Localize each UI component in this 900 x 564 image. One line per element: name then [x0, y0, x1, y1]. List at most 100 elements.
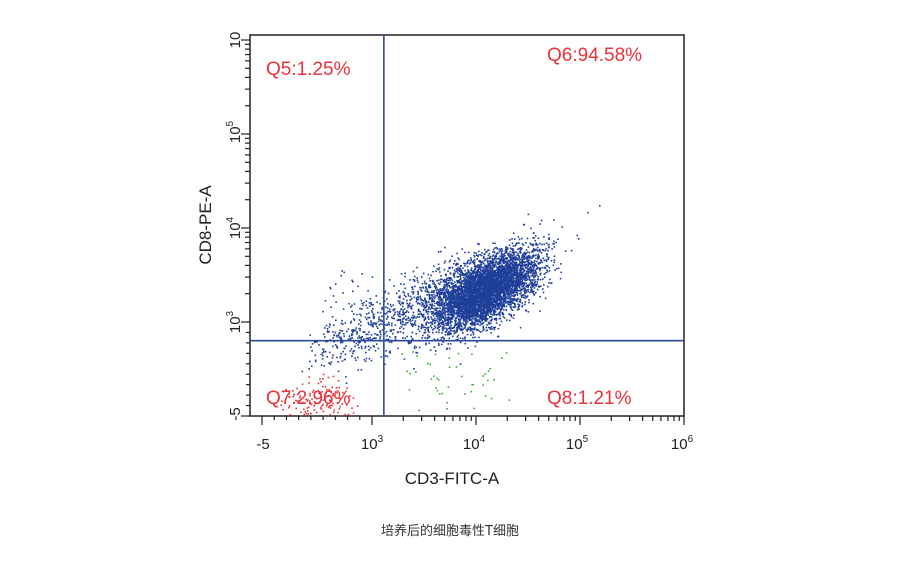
- event-dot: [487, 277, 489, 280]
- event-dot: [473, 281, 476, 283]
- event-dot: [445, 299, 447, 301]
- event-dot: [476, 272, 479, 274]
- event-dot: [492, 248, 495, 251]
- event-dot: [480, 269, 482, 271]
- event-dot: [478, 271, 480, 274]
- event-dot: [479, 267, 482, 270]
- event-dot: [478, 304, 481, 306]
- event-dot: [428, 335, 431, 338]
- event-dot: [508, 269, 510, 272]
- event-dot: [441, 320, 444, 322]
- event-dot: [485, 299, 487, 301]
- event-dot: [486, 267, 488, 269]
- event-dot: [464, 265, 466, 267]
- event-dot: [454, 306, 457, 308]
- event-dot: [482, 314, 485, 317]
- event-dot: [447, 277, 450, 279]
- event-dot: [503, 274, 505, 277]
- event-dot: [480, 273, 483, 275]
- event-dot: [420, 327, 423, 330]
- event-dot: [512, 278, 515, 280]
- event-dot: [496, 278, 498, 280]
- event-dot: [478, 283, 480, 286]
- event-dot: [524, 279, 527, 282]
- event-dot: [457, 291, 460, 294]
- event-dot: [426, 290, 429, 292]
- event-dot: [493, 312, 495, 315]
- event-dot: [465, 306, 467, 308]
- event-dot: [453, 276, 456, 278]
- event-dot: [499, 314, 501, 317]
- event-dot: [477, 242, 479, 245]
- event-dot: [514, 259, 517, 261]
- event-dot: [522, 274, 525, 277]
- event-dot: [496, 258, 498, 260]
- event-dot: [471, 288, 474, 290]
- event-dot: [439, 319, 441, 322]
- event-dot: [510, 275, 513, 277]
- event-dot: [480, 275, 483, 277]
- event-dot: [496, 271, 499, 273]
- event-dot: [477, 312, 479, 315]
- event-dot: [441, 313, 443, 316]
- event-dot: [462, 319, 465, 322]
- event-dot: [500, 298, 502, 301]
- event-dot: [510, 288, 513, 290]
- event-dot: [550, 260, 553, 262]
- event-dot: [498, 283, 500, 286]
- event-dot: [484, 299, 486, 302]
- event-dot: [519, 292, 521, 295]
- event-dot: [459, 312, 461, 315]
- event-dot: [482, 312, 485, 315]
- event-dot: [466, 330, 469, 332]
- event-dot: [520, 271, 522, 273]
- event-dot: [458, 316, 461, 318]
- event-dot: [464, 337, 466, 340]
- event-dot: [487, 279, 489, 282]
- event-dot: [485, 251, 487, 253]
- event-dot: [507, 298, 509, 300]
- event-dot: [454, 317, 457, 320]
- event-dot: [433, 282, 435, 285]
- event-dot: [541, 249, 544, 251]
- event-dot: [488, 292, 490, 295]
- event-dot: [501, 306, 503, 308]
- event-dot: [442, 327, 445, 330]
- event-dot: [493, 272, 496, 275]
- event-dot: [508, 270, 510, 273]
- event-dot: [477, 255, 479, 258]
- event-dot: [521, 260, 523, 262]
- event-dot: [531, 270, 534, 273]
- event-dot: [498, 263, 501, 265]
- event-dot: [463, 273, 466, 275]
- event-dot: [438, 344, 440, 346]
- event-dot: [472, 295, 475, 297]
- event-dot: [478, 287, 480, 290]
- event-dot: [436, 318, 439, 320]
- event-dot: [518, 276, 521, 278]
- event-dot: [482, 277, 484, 280]
- event-dot: [503, 295, 505, 297]
- event-dot: [446, 288, 448, 290]
- event-dot: [522, 256, 525, 259]
- event-dot: [479, 324, 481, 327]
- event-dot: [513, 286, 516, 289]
- event-dot: [492, 299, 495, 302]
- event-dot: [471, 299, 473, 301]
- event-dot: [501, 258, 504, 261]
- event-dot: [500, 320, 503, 323]
- event-dot: [518, 277, 520, 280]
- event-dot: [515, 283, 518, 285]
- event-dot: [494, 263, 496, 266]
- event-dot: [532, 267, 535, 270]
- event-dot: [472, 328, 475, 331]
- event-dot: [524, 277, 526, 280]
- event-dot: [506, 267, 509, 270]
- event-dot: [488, 304, 490, 306]
- event-dot: [513, 256, 516, 258]
- event-dot: [483, 309, 486, 311]
- event-dot: [512, 263, 514, 266]
- event-dot: [476, 311, 478, 313]
- event-dot: [501, 275, 503, 277]
- event-dot: [456, 302, 459, 304]
